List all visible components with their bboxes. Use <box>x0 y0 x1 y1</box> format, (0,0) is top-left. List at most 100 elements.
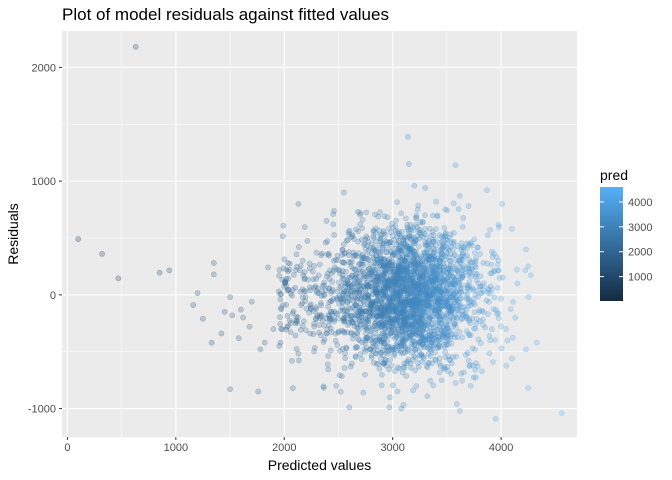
data-point <box>390 293 396 300</box>
data-point <box>359 261 365 268</box>
data-point <box>372 267 378 273</box>
data-point <box>366 269 373 276</box>
data-point <box>426 317 433 324</box>
data-point <box>344 298 351 305</box>
data-point <box>404 275 410 282</box>
data-point <box>374 308 381 314</box>
data-point <box>349 319 356 326</box>
data-point <box>426 253 433 260</box>
data-point <box>437 296 443 303</box>
data-point <box>380 336 387 343</box>
data-point <box>397 274 404 281</box>
data-point <box>427 247 434 254</box>
data-point <box>361 284 367 290</box>
data-point <box>428 348 434 355</box>
data-point <box>417 259 423 266</box>
data-point <box>386 327 392 333</box>
data-point <box>324 251 331 258</box>
data-point <box>425 296 431 303</box>
data-point <box>221 309 228 315</box>
data-point <box>396 270 403 277</box>
data-point <box>433 198 439 205</box>
data-point <box>428 285 435 292</box>
data-point <box>390 284 397 291</box>
data-point <box>383 308 389 315</box>
data-point <box>452 276 458 283</box>
data-point <box>458 290 465 296</box>
data-point <box>406 301 413 308</box>
data-point <box>429 236 436 243</box>
data-point <box>346 227 353 234</box>
data-point <box>354 324 360 331</box>
data-point <box>440 273 447 280</box>
data-point <box>427 307 434 314</box>
data-point <box>460 311 467 318</box>
data-point <box>402 330 409 337</box>
data-point <box>376 255 383 262</box>
data-point <box>381 287 387 294</box>
data-point <box>390 281 397 288</box>
data-point <box>360 298 367 305</box>
data-point <box>477 340 484 347</box>
data-point <box>412 298 419 305</box>
data-point <box>491 337 498 343</box>
data-point <box>407 226 414 233</box>
data-point <box>407 290 414 297</box>
data-point <box>384 261 391 267</box>
data-point <box>437 281 443 288</box>
data-point <box>400 285 406 291</box>
data-point <box>420 273 426 280</box>
data-point <box>397 299 404 306</box>
data-point <box>426 289 432 295</box>
data-point <box>439 251 445 257</box>
data-point <box>446 317 453 323</box>
data-point <box>375 292 381 298</box>
data-point <box>401 276 408 282</box>
data-point <box>382 332 389 338</box>
data-point <box>438 279 445 286</box>
data-point <box>495 267 501 274</box>
data-point <box>324 273 330 280</box>
data-point <box>488 326 495 332</box>
data-point <box>477 318 483 325</box>
data-point <box>444 338 451 344</box>
data-point <box>340 291 347 298</box>
data-point <box>385 259 392 265</box>
data-point <box>342 312 348 318</box>
data-point <box>422 231 428 238</box>
data-point <box>371 338 377 345</box>
data-point <box>431 274 438 281</box>
data-point <box>411 260 418 266</box>
data-point <box>375 287 382 294</box>
data-point <box>400 402 407 408</box>
data-point <box>338 373 345 380</box>
data-point <box>368 354 375 361</box>
data-point <box>400 324 407 331</box>
data-point <box>410 288 417 294</box>
data-point <box>472 346 478 353</box>
data-point <box>370 228 377 235</box>
data-point <box>436 369 443 376</box>
data-point <box>410 316 417 323</box>
data-point <box>400 305 407 312</box>
data-point <box>398 267 405 274</box>
data-point <box>475 336 482 343</box>
data-point <box>442 303 448 310</box>
data-point <box>293 251 300 258</box>
data-point <box>356 279 363 286</box>
data-point <box>378 299 385 306</box>
data-point <box>384 312 391 318</box>
data-point <box>156 269 163 276</box>
data-point <box>385 343 392 350</box>
data-point <box>392 223 399 229</box>
data-point <box>445 353 452 360</box>
data-point <box>411 296 417 303</box>
data-point <box>362 308 369 315</box>
data-point <box>457 265 464 271</box>
data-point <box>401 299 408 306</box>
data-point <box>381 256 388 262</box>
data-point <box>386 259 393 266</box>
data-point <box>341 329 348 336</box>
data-point <box>426 287 432 294</box>
data-point <box>382 292 389 299</box>
